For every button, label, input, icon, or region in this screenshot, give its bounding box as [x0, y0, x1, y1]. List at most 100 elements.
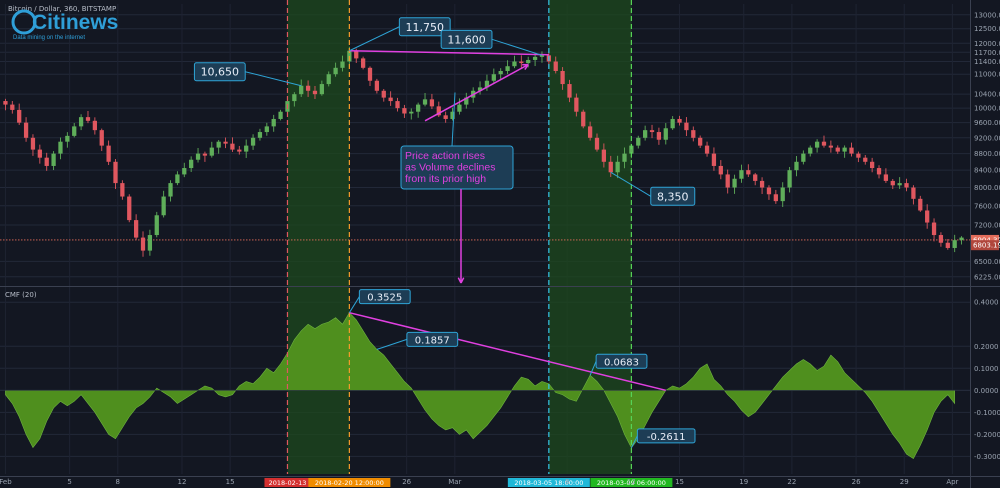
- candle: [636, 135, 641, 149]
- callout-box: [358, 289, 411, 305]
- last-price-badge: [971, 234, 999, 245]
- price-tick-label: 8800.00: [974, 150, 1000, 158]
- cmf-tick-label: -0.3000: [974, 453, 1000, 461]
- candle-body: [801, 153, 806, 162]
- candle: [498, 68, 503, 80]
- candle: [794, 156, 799, 177]
- candle-body: [663, 128, 668, 140]
- candle: [890, 179, 895, 190]
- candle: [195, 147, 201, 163]
- callout-box: [406, 331, 459, 347]
- candle-body: [876, 168, 882, 175]
- candle-body: [72, 126, 77, 136]
- candle: [766, 185, 772, 200]
- candle-body: [367, 67, 373, 81]
- candle-body: [753, 174, 758, 181]
- candle: [814, 139, 820, 153]
- candle: [505, 60, 510, 75]
- candle: [574, 93, 579, 117]
- candle-body: [189, 159, 194, 169]
- candle: [670, 116, 675, 130]
- candle-body: [216, 141, 221, 148]
- cmf-tick-label: -0.2000: [974, 431, 1000, 439]
- candle-body: [505, 66, 510, 71]
- candle: [443, 111, 448, 123]
- candle-body: [739, 170, 744, 179]
- logo: Citinews Data mining on the internet: [11, 9, 118, 41]
- candle-body: [629, 145, 634, 154]
- candle-body: [766, 187, 772, 195]
- candle: [381, 88, 386, 102]
- candle: [395, 97, 400, 112]
- event-date-label: 2018-02-13: [269, 479, 307, 487]
- x-tick-label: 15: [675, 478, 684, 486]
- x-tick-label: 12: [627, 478, 636, 486]
- candle: [292, 92, 297, 107]
- candle-body: [127, 196, 132, 221]
- candle: [491, 68, 496, 83]
- event-date-badge: [264, 478, 311, 487]
- candle: [952, 234, 957, 253]
- candle-body: [23, 122, 29, 138]
- candle-body: [684, 122, 689, 131]
- x-tick-label: 8: [116, 478, 120, 486]
- callout-pointer: [349, 26, 400, 52]
- candle: [897, 177, 902, 189]
- candle-body: [51, 153, 56, 166]
- candle-body: [429, 99, 435, 107]
- candle: [753, 172, 758, 186]
- candle: [17, 103, 22, 125]
- cmf-tick-label: 0.2000: [974, 343, 999, 351]
- candle-body: [828, 145, 834, 148]
- callout-box: [636, 428, 696, 444]
- candle-body: [65, 135, 70, 142]
- candle-body: [594, 137, 600, 150]
- candle: [257, 128, 263, 141]
- candle-body: [195, 153, 201, 160]
- candle: [305, 80, 311, 97]
- candle: [230, 137, 235, 152]
- candle-body: [37, 149, 42, 158]
- callout-box: [440, 29, 493, 49]
- candle: [106, 140, 111, 166]
- candle: [161, 190, 166, 218]
- candle-body: [615, 161, 620, 173]
- candle-body: [539, 55, 545, 57]
- candle-body: [918, 198, 923, 211]
- candle-body: [856, 153, 861, 158]
- candle-body: [257, 132, 263, 138]
- candle-body: [477, 87, 483, 91]
- candle: [608, 155, 613, 177]
- candle: [374, 78, 380, 94]
- candle-body: [835, 147, 840, 152]
- candle-body: [821, 141, 827, 146]
- candle-body: [670, 118, 675, 129]
- candle: [99, 128, 104, 152]
- price-tick-label: 13000.00: [974, 11, 1000, 19]
- candle: [416, 102, 421, 118]
- cmf-tick-label: 0.1000: [974, 365, 999, 373]
- candle-body: [305, 85, 311, 91]
- price-tick-label: 11000.00: [974, 71, 1000, 79]
- candle: [140, 231, 146, 257]
- candle-body: [649, 130, 655, 133]
- candle-body: [10, 104, 15, 110]
- candle-body: [746, 170, 751, 175]
- candle-body: [244, 145, 249, 152]
- candle-body: [237, 149, 242, 152]
- candle-body: [532, 56, 538, 60]
- callout-label: 11,750: [406, 21, 445, 34]
- candle: [594, 133, 600, 152]
- callout-label: 0.1857: [415, 335, 450, 346]
- candle: [842, 145, 847, 158]
- candle: [202, 151, 208, 162]
- candle: [773, 189, 778, 204]
- candle: [484, 74, 490, 91]
- logo-tagline: Data mining on the internet: [13, 35, 85, 41]
- candle: [436, 101, 441, 118]
- candle: [189, 156, 194, 173]
- candle-body: [601, 149, 607, 162]
- candle-body: [842, 147, 847, 152]
- x-tick-label: 5: [67, 478, 71, 486]
